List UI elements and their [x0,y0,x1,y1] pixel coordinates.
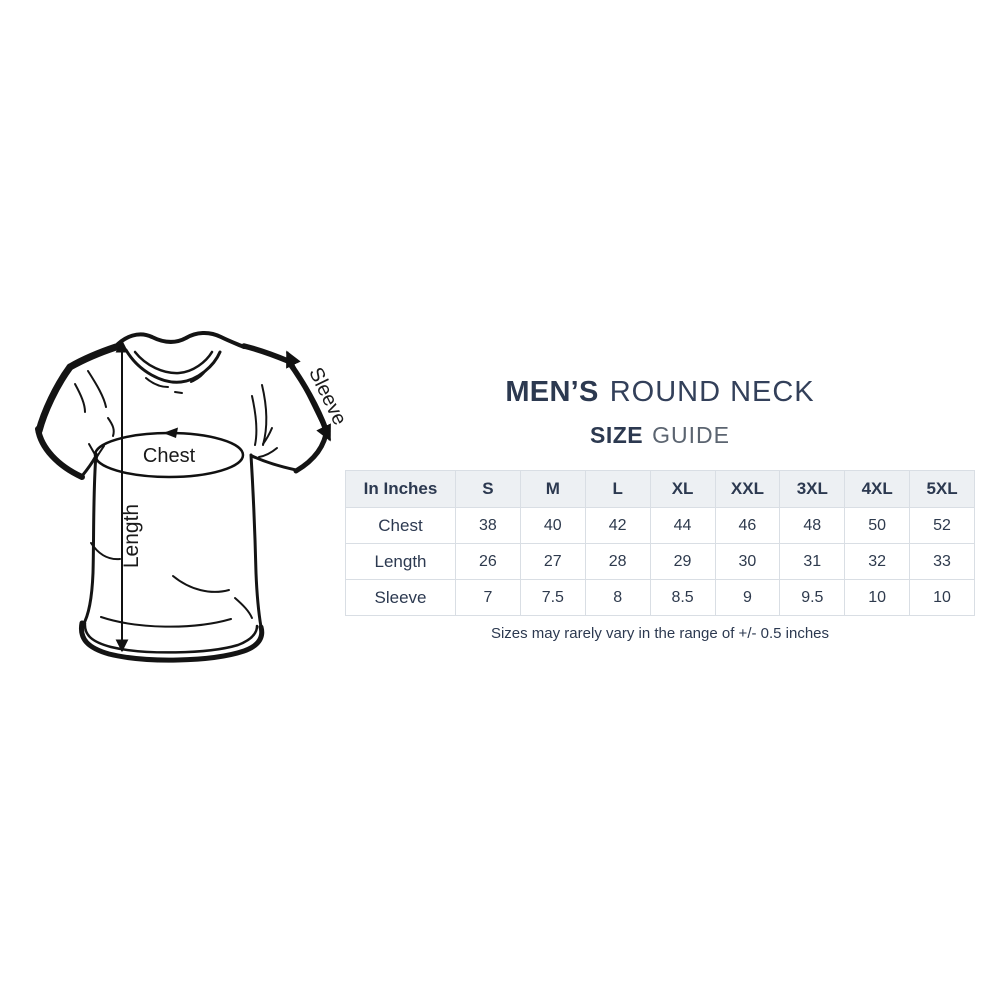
table-cell: 7 [455,579,521,616]
page-title-bold: MEN’S [505,376,599,408]
table-row: Chest 38 40 42 44 46 48 50 52 [345,507,975,544]
table-row: Length 26 27 28 29 30 31 32 33 [345,543,975,580]
table-header-cell: S [455,470,521,508]
table-header-cell: XXL [714,470,781,508]
table-header-cell: 3XL [779,470,846,508]
table-cell: 42 [584,507,651,544]
table-cell: 30 [714,543,781,580]
table-cell: 8.5 [649,579,716,616]
page-title-light: ROUND NECK [609,376,815,408]
table-header-cell: 4XL [844,470,911,508]
row-label: Length [345,543,456,580]
tshirt-svg: Chest Length Sleeve [35,331,351,663]
table-cell: 52 [909,507,975,544]
page-subtitle-bold: SIZE [590,422,644,448]
table-cell: 40 [519,507,586,544]
table-header-cell: M [519,470,586,508]
table-header-row: In Inches S M L XL XXL 3XL 4XL 5XL [345,470,975,508]
table-header-cell: L [584,470,651,508]
table-cell: 33 [909,543,975,580]
table-cell: 27 [519,543,586,580]
tshirt-wrinkles [74,369,278,628]
sleeve-arrow [285,350,332,442]
tshirt-diagram: Chest Length Sleeve [25,328,355,668]
table-header-cell: XL [649,470,716,508]
table-cell: 7.5 [519,579,586,616]
table-cell: 38 [455,507,521,544]
table-row: Sleeve 7 7.5 8 8.5 9 9.5 10 10 [345,579,975,616]
table-cell: 48 [779,507,846,544]
size-table: In Inches S M L XL XXL 3XL 4XL 5XL Chest… [345,470,975,616]
table-cell: 9.5 [779,579,846,616]
table-cell: 26 [455,543,521,580]
table-cell: 10 [844,579,911,616]
chest-label: Chest [143,445,196,467]
row-label: Chest [345,507,456,544]
table-cell: 32 [844,543,911,580]
page-subtitle-light: GUIDE [652,422,730,448]
table-cell: 9 [714,579,781,616]
page-subtitle: SIZE GUIDE [345,423,975,447]
page-title: MEN’S ROUND NECK [345,377,975,407]
table-cell: 28 [584,543,651,580]
table-header-cell: In Inches [345,470,456,508]
table-cell: 50 [844,507,911,544]
table-cell: 46 [714,507,781,544]
table-cell: 10 [909,579,975,616]
table-cell: 8 [584,579,651,616]
row-label: Sleeve [345,579,456,616]
size-guide-panel: MEN’S ROUND NECK SIZE GUIDE In Inches S M … [345,0,975,1000]
table-cell: 29 [649,543,716,580]
length-label: Length [120,504,143,568]
chest-arrowhead-icon [163,427,178,438]
table-cell: 31 [779,543,846,580]
table-header-cell: 5XL [909,470,975,508]
size-variance-note: Sizes may rarely vary in the range of +/… [490,625,830,642]
table-cell: 44 [649,507,716,544]
tshirt-outline [35,331,330,663]
